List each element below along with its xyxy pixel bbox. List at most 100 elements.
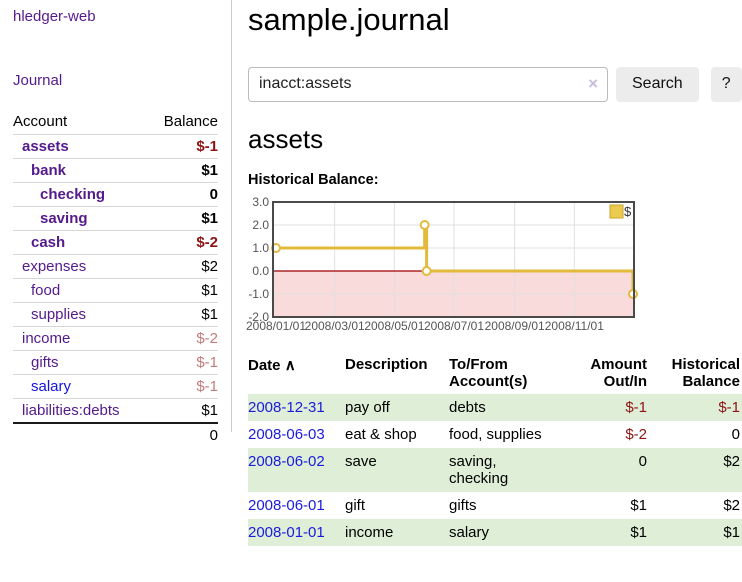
register-row: 2008-06-03 eat & shopfood, supplies$-20	[248, 421, 742, 448]
account-balance: $-2	[149, 231, 218, 255]
account-link[interactable]: assets	[22, 138, 69, 155]
svg-text:2008/11/01: 2008/11/01	[545, 319, 604, 333]
svg-text:2008/05/01: 2008/05/01	[364, 319, 424, 333]
transaction-balance: 0	[649, 421, 742, 448]
chart-canvas: $3.02.01.00.0-1.0-2.02008/01/012008/03/0…	[241, 197, 642, 335]
svg-text:2.0: 2.0	[252, 218, 269, 232]
account-link[interactable]: liabilities:debts	[22, 402, 120, 419]
transaction-date-link[interactable]: 2008-06-02	[248, 453, 325, 470]
register-header-description: Description	[345, 354, 449, 394]
transaction-balance: $2	[649, 492, 742, 519]
account-balance: $1	[149, 279, 218, 303]
transaction-accounts: gifts	[449, 492, 561, 519]
transaction-amount: $1	[561, 492, 649, 519]
app-title: hledger-web	[13, 8, 217, 25]
account-link[interactable]: salary	[31, 378, 71, 395]
register-header-date[interactable]: Date ∧	[248, 354, 345, 394]
register-header-accounts: To/From Account(s)	[449, 354, 561, 394]
account-row: saving $1	[13, 207, 218, 231]
account-balance: $1	[149, 399, 218, 424]
transaction-amount: $-2	[561, 421, 649, 448]
register-row: 2008-06-01 giftgifts$1$2	[248, 492, 742, 519]
search-button[interactable]: Search	[616, 67, 699, 102]
register-header-amount: Amount Out/In	[561, 354, 649, 394]
transaction-description: save	[345, 448, 449, 492]
account-title: assets	[248, 125, 742, 155]
account-balance: $1	[149, 207, 218, 231]
account-row: salary $-1	[13, 375, 218, 399]
chart-label: Historical Balance:	[248, 172, 742, 188]
transaction-amount: $-1	[561, 394, 649, 421]
search-bar: × Search ?	[248, 67, 742, 102]
search-input[interactable]	[248, 67, 608, 102]
svg-text:3.0: 3.0	[252, 197, 269, 209]
transaction-accounts: food, supplies	[449, 421, 561, 448]
account-balance: $1	[149, 159, 218, 183]
transaction-accounts: debts	[449, 394, 561, 421]
account-row: cash $-2	[13, 231, 218, 255]
accounts-total-value: 0	[149, 423, 218, 447]
svg-text:2008/01/01: 2008/01/01	[246, 319, 306, 333]
account-balance: $-1	[149, 351, 218, 375]
svg-text:0.0: 0.0	[252, 264, 269, 278]
account-link[interactable]: food	[31, 282, 60, 299]
account-balance: $2	[149, 255, 218, 279]
account-balance: $-1	[149, 135, 218, 159]
svg-text:1.0: 1.0	[252, 241, 269, 255]
transaction-amount: 0	[561, 448, 649, 492]
account-link[interactable]: bank	[31, 162, 66, 179]
historical-balance-chart: $3.02.01.00.0-1.0-2.02008/01/012008/03/0…	[241, 197, 742, 335]
account-balance: $1	[149, 303, 218, 327]
sort-asc-icon: ∧	[285, 357, 296, 374]
account-balance: $-2	[149, 327, 218, 351]
transaction-date-link[interactable]: 2008-01-01	[248, 524, 325, 541]
account-balance: 0	[149, 183, 218, 207]
accounts-total-row: 0	[13, 423, 218, 447]
register-table: Date ∧ Description To/From Account(s) Am…	[248, 354, 742, 546]
account-link[interactable]: expenses	[22, 258, 86, 275]
account-link[interactable]: saving	[40, 210, 88, 227]
accounts-table: Account Balance assets $-1 bank $1 checking 0…	[13, 110, 218, 447]
register-row: 2008-12-31pay offdebts$-1$-1	[248, 394, 742, 421]
account-row: expenses $2	[13, 255, 218, 279]
transaction-accounts: saving, checking	[449, 448, 561, 492]
transaction-balance: $-1	[649, 394, 742, 421]
account-row: assets $-1	[13, 135, 218, 159]
account-link[interactable]: checking	[40, 186, 105, 203]
account-row: liabilities:debts $1	[13, 399, 218, 424]
transaction-date-link[interactable]: 2008-06-03	[248, 426, 325, 443]
account-row: bank $1	[13, 159, 218, 183]
account-balance: $-1	[149, 375, 218, 399]
transaction-date-link[interactable]: 2008-12-31	[248, 399, 325, 416]
account-link[interactable]: gifts	[31, 354, 59, 371]
transaction-description: income	[345, 519, 449, 546]
account-row: food $1	[13, 279, 218, 303]
app-title-link[interactable]: hledger-web	[13, 8, 96, 25]
sidebar: hledger-web Journal Account Balance asse…	[0, 0, 232, 432]
account-link[interactable]: income	[22, 330, 70, 347]
account-link[interactable]: cash	[31, 234, 65, 251]
sidebar-item-journal[interactable]: Journal	[13, 72, 217, 89]
accounts-header-balance: Balance	[149, 110, 218, 135]
account-row: checking 0	[13, 183, 218, 207]
transaction-description: gift	[345, 492, 449, 519]
transaction-accounts: salary	[449, 519, 561, 546]
transaction-amount: $1	[561, 519, 649, 546]
transaction-balance: $2	[649, 448, 742, 492]
svg-text:$: $	[624, 204, 632, 219]
accounts-header-account: Account	[13, 110, 149, 135]
register-header-row: Date ∧ Description To/From Account(s) Am…	[248, 354, 742, 394]
transaction-description: eat & shop	[345, 421, 449, 448]
account-row: supplies $1	[13, 303, 218, 327]
transaction-date-link[interactable]: 2008-06-01	[248, 497, 325, 514]
svg-text:-1.0: -1.0	[248, 287, 269, 301]
help-button[interactable]: ?	[711, 67, 742, 102]
main-content: sample.journal × Search ? assets Histori…	[248, 0, 742, 546]
account-row: gifts $-1	[13, 351, 218, 375]
svg-text:2008/07/01: 2008/07/01	[424, 319, 484, 333]
transaction-description: pay off	[345, 394, 449, 421]
clear-search-icon[interactable]: ×	[588, 75, 598, 92]
register-header-balance: Historical Balance	[649, 354, 742, 394]
register-row: 2008-01-01incomesalary$1$1	[248, 519, 742, 546]
account-link[interactable]: supplies	[31, 306, 86, 323]
